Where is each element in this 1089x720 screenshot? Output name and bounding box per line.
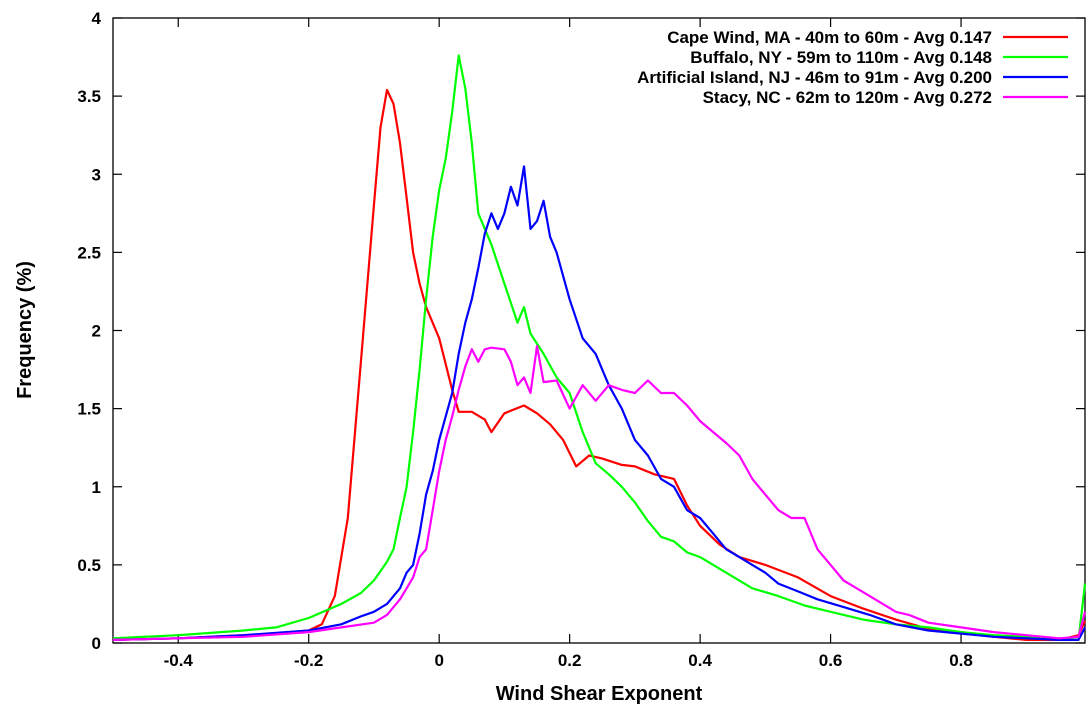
y-tick-label: 1: [92, 478, 101, 497]
y-axis-title: Frequency (%): [14, 261, 36, 399]
legend-label-2: Buffalo, NY - 59m to 110m - Avg 0.148: [690, 48, 992, 67]
legend-label-4: Stacy, NC - 62m to 120m - Avg 0.272: [703, 88, 992, 107]
x-tick-label: -0.2: [294, 651, 323, 670]
series-line-1: [112, 88, 1086, 641]
y-tick-label: 4: [92, 9, 102, 28]
series-line-2: [112, 54, 1087, 641]
x-tick-label: 0: [434, 651, 443, 670]
x-tick-label: 0.8: [949, 651, 973, 670]
y-tick-label: 1.5: [77, 400, 101, 419]
y-tick-label: 2.5: [77, 243, 101, 262]
y-tick-label: 3.5: [77, 87, 101, 106]
x-tick-label: 0.6: [819, 651, 843, 670]
series-line-3: [112, 165, 1086, 641]
series-line-4: [112, 345, 1087, 641]
y-tick-label: 0: [92, 634, 101, 653]
plot-frame: [112, 17, 1086, 644]
legend: Cape Wind, MA - 40m to 60m - Avg 0.147Bu…: [637, 28, 1068, 107]
y-tick-label: 0.5: [77, 556, 101, 575]
legend-label-3: Artificial Island, NJ - 46m to 91m - Avg…: [637, 68, 992, 87]
x-tick-label: 0.2: [558, 651, 582, 670]
axis-ticks: 0 0.5 1 1.5 2 2.5 3 3.5 4 -0.4 -0.2 0 0.2 0.4 0.6 0.8: [77, 9, 1085, 670]
x-tick-label: -0.4: [164, 651, 194, 670]
legend-label-1: Cape Wind, MA - 40m to 60m - Avg 0.147: [667, 28, 992, 47]
y-tick-label: 3: [92, 165, 101, 184]
x-axis-title: Wind Shear Exponent: [496, 683, 703, 705]
y-tick-label: 2: [92, 322, 101, 341]
series-lines: [112, 54, 1087, 641]
x-tick-label: 0.4: [688, 651, 712, 670]
